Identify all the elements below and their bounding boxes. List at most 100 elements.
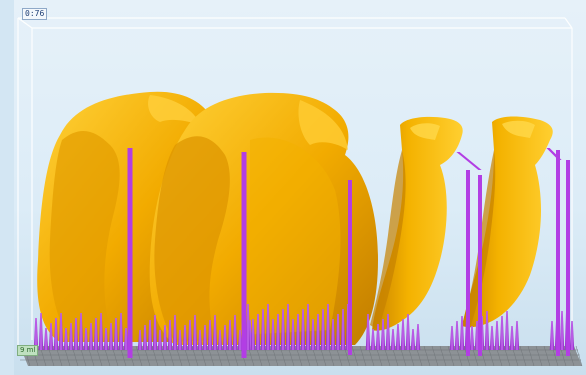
support-pin <box>73 318 79 350</box>
support-pin <box>142 325 148 350</box>
support-pin <box>280 309 286 350</box>
dental-model-2[interactable] <box>149 92 378 345</box>
support-pin <box>390 329 396 350</box>
support-pin <box>207 320 213 350</box>
support-pin <box>310 319 316 350</box>
status-chip: 9 ml <box>17 345 39 356</box>
support-pillar <box>348 180 352 355</box>
support-pin <box>405 314 411 350</box>
support-pillar <box>556 150 560 356</box>
support-pin <box>137 330 143 350</box>
support-pin <box>83 328 89 350</box>
support-pin <box>98 313 104 350</box>
support-pin <box>410 329 416 350</box>
support-pin <box>260 309 266 350</box>
support-pin <box>340 309 346 350</box>
support-pin <box>172 315 178 350</box>
support-pin <box>197 330 203 350</box>
support-pin <box>275 314 281 350</box>
support-pillar <box>566 160 570 356</box>
support-pin <box>237 330 243 350</box>
support-pin <box>415 324 421 350</box>
layer-indicator: 0:76 <box>22 8 48 20</box>
support-pin <box>33 318 39 350</box>
support-pin <box>270 319 276 350</box>
support-pin <box>459 316 465 350</box>
support-pin <box>295 314 301 350</box>
support-pin <box>509 326 515 350</box>
support-pin <box>167 320 173 350</box>
support-pin <box>63 328 69 350</box>
support-pin <box>93 318 99 350</box>
support-pin <box>108 323 114 350</box>
support-pin <box>549 321 555 350</box>
support-pillar <box>127 148 133 358</box>
support-pin <box>255 314 261 350</box>
support-pin <box>58 313 64 350</box>
support-pin <box>265 304 271 350</box>
support-pin <box>103 328 109 350</box>
support-pin <box>152 315 158 350</box>
support-pin <box>559 311 565 350</box>
support-pin <box>569 321 575 350</box>
support-pin <box>123 328 129 350</box>
support-pin <box>157 330 163 350</box>
viewport-left-border <box>0 0 14 375</box>
support-pin <box>504 311 510 350</box>
support-pin <box>53 318 59 350</box>
support-pin <box>48 323 54 350</box>
support-structures <box>33 148 575 358</box>
support-pin <box>335 314 341 350</box>
support-pin <box>250 319 256 350</box>
support-pin <box>449 326 455 350</box>
support-pin <box>380 319 386 350</box>
support-pin <box>192 315 198 350</box>
support-pillar <box>478 175 482 356</box>
support-pin <box>494 321 500 350</box>
support-pin <box>315 314 321 350</box>
support-pin <box>222 325 228 350</box>
support-pin <box>78 313 84 350</box>
support-pin <box>227 320 233 350</box>
support-pin <box>365 314 371 350</box>
dental-model-4[interactable] <box>462 116 553 328</box>
build-volume-box <box>17 17 573 355</box>
support-pin <box>469 326 475 350</box>
support-pillar <box>546 148 562 160</box>
support-pin <box>400 319 406 350</box>
support-pin <box>217 330 223 350</box>
support-pin <box>290 319 296 350</box>
support-pin <box>43 328 49 350</box>
support-pin <box>330 319 336 350</box>
support-pin <box>38 313 44 350</box>
support-pillar <box>466 170 470 356</box>
support-pin <box>325 304 331 350</box>
support-pin <box>182 325 188 350</box>
support-pillar <box>456 152 482 170</box>
support-pillar <box>241 152 247 358</box>
support-pin <box>177 330 183 350</box>
support-pin <box>212 315 218 350</box>
support-pin <box>113 318 119 350</box>
support-pin <box>305 304 311 350</box>
support-pin <box>484 311 490 350</box>
support-pin <box>88 323 94 350</box>
support-pin <box>395 324 401 350</box>
support-pin <box>162 325 168 350</box>
dental-model-3[interactable] <box>370 116 463 331</box>
support-pin <box>68 323 74 350</box>
support-pin <box>147 320 153 350</box>
support-pin <box>375 324 381 350</box>
support-pin <box>300 309 306 350</box>
support-pin <box>285 304 291 350</box>
support-pin <box>118 313 124 350</box>
support-pin <box>370 329 376 350</box>
support-pin <box>202 325 208 350</box>
support-pin <box>187 320 193 350</box>
support-pin <box>232 315 238 350</box>
support-pin <box>320 309 326 350</box>
support-pin <box>499 316 505 350</box>
support-pin <box>489 326 495 350</box>
